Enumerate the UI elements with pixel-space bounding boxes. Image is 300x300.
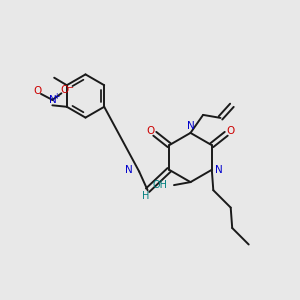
Text: N: N <box>187 121 195 131</box>
Text: −: − <box>66 83 73 92</box>
Text: +: + <box>53 92 59 101</box>
Text: N: N <box>214 165 222 176</box>
Text: OH: OH <box>152 180 167 190</box>
Text: O: O <box>146 126 154 136</box>
Text: O: O <box>33 86 41 97</box>
Text: O: O <box>226 126 235 136</box>
Text: H: H <box>142 190 149 201</box>
Text: O: O <box>60 85 68 95</box>
Text: N: N <box>125 165 133 175</box>
Text: N: N <box>49 95 56 105</box>
